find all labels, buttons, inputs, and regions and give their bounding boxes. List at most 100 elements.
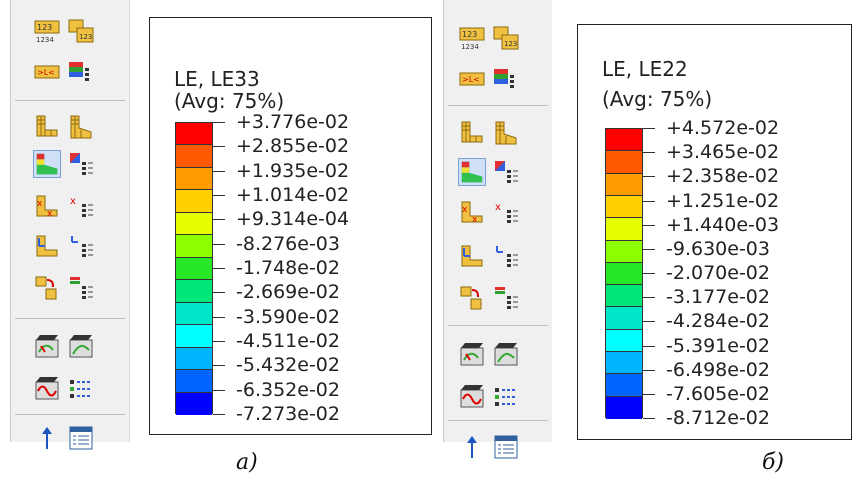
legend-color-swatch — [176, 280, 212, 303]
material-orientation-icon[interactable] — [458, 242, 486, 270]
legend-tick — [643, 248, 655, 250]
overlay-options-icon[interactable] — [67, 274, 95, 302]
material-orientation-icon[interactable] — [33, 232, 61, 260]
ply-stack-icon[interactable]: >L< — [458, 65, 486, 93]
toolbar-left: 123 1234 123 >L< x x x — [10, 0, 130, 450]
legend-tick-label: -3.590e-02 — [236, 305, 340, 328]
report-icon[interactable] — [492, 432, 520, 460]
legend-color-swatch — [176, 190, 212, 213]
layer-stack-icon[interactable] — [67, 58, 95, 86]
legend-tick — [643, 418, 655, 419]
legend-color-swatch — [606, 329, 642, 353]
legend-tick-label: +1.014e-02 — [236, 184, 350, 206]
contour-legend-le33: LE, LE33 (Avg: 75%) +3.776e-02 +2.855e-02… — [149, 17, 432, 435]
legend-tick — [643, 393, 655, 395]
legend-color-swatch — [176, 145, 212, 168]
ply-stack-icon[interactable]: >L< — [33, 58, 61, 86]
undeformed-shape-icon[interactable] — [33, 112, 61, 140]
svg-text:1234: 1234 — [461, 43, 479, 51]
svg-text:x: x — [37, 199, 43, 209]
legend-tick-label: -4.284e-02 — [666, 310, 770, 333]
legend-tick-label: +2.855e-02 — [236, 135, 350, 158]
svg-text:>L<: >L< — [462, 75, 480, 84]
animate-harmonic-icon[interactable] — [33, 374, 61, 402]
orientation-options-icon[interactable] — [67, 232, 95, 260]
legend-tick — [643, 152, 655, 154]
svg-text:x: x — [47, 209, 53, 219]
legend-tick — [643, 224, 655, 226]
legend-tick-label: -4.511e-02 — [236, 330, 340, 352]
svg-text:123: 123 — [79, 33, 92, 41]
legend-tick-label: +1.440e-03 — [666, 213, 780, 236]
contour-plot-icon[interactable] — [458, 158, 486, 186]
legend-color-swatch — [606, 240, 642, 263]
toolbar-separator — [15, 100, 125, 101]
overlay-plot-icon[interactable] — [458, 284, 486, 312]
animate-scale-icon[interactable] — [33, 332, 61, 360]
render-uniform-icon[interactable]: 123 1234 — [33, 18, 61, 46]
legend-tick — [213, 195, 225, 196]
legend-tick — [213, 243, 225, 245]
legend-tick-label: -7.273e-02 — [236, 403, 340, 425]
animation-options-icon[interactable] — [492, 382, 520, 410]
legend-color-swatch — [606, 129, 642, 152]
symbol-options-icon[interactable]: x — [492, 198, 520, 226]
render-multicolor-icon[interactable]: 123 — [492, 25, 520, 53]
legend-color-swatch — [176, 370, 212, 393]
legend-tick-label: -5.391e-02 — [666, 334, 770, 357]
legend-tick — [213, 316, 225, 318]
contour-options-icon[interactable] — [492, 158, 520, 186]
contour-options-icon[interactable] — [67, 150, 95, 178]
legend-tick — [643, 128, 655, 129]
animate-scale-icon[interactable] — [458, 340, 486, 368]
probe-icon[interactable] — [458, 432, 486, 460]
legend-tick-label: -3.177e-02 — [666, 286, 770, 309]
svg-text:x: x — [472, 215, 478, 225]
legend-tick — [213, 341, 225, 342]
undeformed-shape-icon[interactable] — [458, 118, 486, 146]
legend-tick-label: -1.748e-02 — [236, 257, 340, 279]
overlay-options-icon[interactable] — [492, 284, 520, 312]
legend-color-swatch — [176, 347, 212, 371]
legend-tick-label: +3.776e-02 — [236, 111, 350, 133]
animate-time-icon[interactable] — [492, 340, 520, 368]
animate-harmonic-icon[interactable] — [458, 382, 486, 410]
layer-stack-icon[interactable] — [492, 65, 520, 93]
contour-legend-le22: LE, LE22 (Avg: 75%) +4.572e-02 +3.465e-02… — [577, 24, 852, 440]
contour-plot-icon[interactable] — [33, 150, 61, 178]
orientation-options-icon[interactable] — [492, 242, 520, 270]
svg-text:123: 123 — [504, 40, 517, 48]
svg-text:1234: 1234 — [36, 36, 54, 44]
deformed-shape-icon[interactable] — [67, 112, 95, 140]
render-uniform-icon[interactable]: 123 1234 — [458, 25, 486, 53]
legend-tick — [213, 219, 225, 221]
legend-tick — [643, 273, 655, 274]
toolbar-separator — [448, 420, 548, 421]
legend-color-swatch — [176, 392, 212, 415]
overlay-plot-icon[interactable] — [33, 274, 61, 302]
animate-time-icon[interactable] — [67, 332, 95, 360]
legend-tick — [643, 321, 655, 323]
animation-options-icon[interactable] — [67, 374, 95, 402]
legend-tick-label: -6.352e-02 — [236, 378, 340, 401]
legend-color-swatch — [606, 396, 642, 419]
legend-color-swatch — [176, 302, 212, 326]
legend-tick — [213, 365, 225, 367]
legend-color-swatch — [606, 151, 642, 174]
render-multicolor-icon[interactable]: 123 — [67, 18, 95, 46]
probe-icon[interactable] — [33, 423, 61, 451]
deformed-shape-icon[interactable] — [492, 118, 520, 146]
legend-tick-label: +3.465e-02 — [666, 141, 780, 164]
legend-color-swatch — [606, 352, 642, 375]
legend-tick-label: -2.070e-02 — [666, 262, 770, 284]
legend-tick — [643, 176, 655, 178]
legend-tick — [213, 146, 225, 148]
report-icon[interactable] — [67, 423, 95, 451]
symbol-options-icon[interactable]: x — [67, 192, 95, 220]
caption-a: а) — [236, 450, 258, 475]
legend-color-swatch — [176, 235, 212, 258]
legend-tick — [643, 297, 655, 299]
legend-tick-label: +9.314e-04 — [236, 208, 350, 231]
